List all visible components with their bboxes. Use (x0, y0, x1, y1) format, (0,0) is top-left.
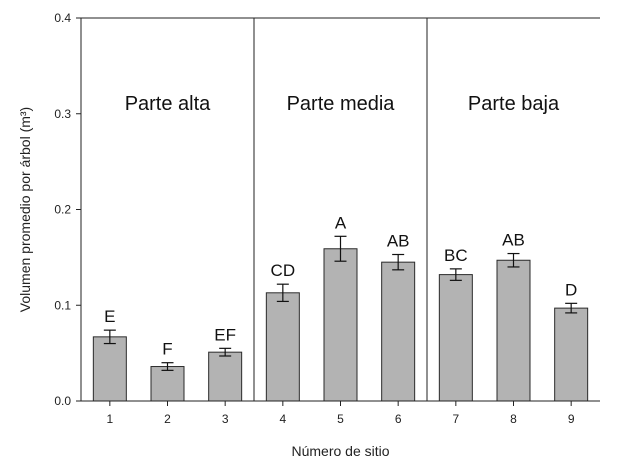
bar (554, 307, 589, 402)
x-tick-label: 9 (568, 412, 575, 426)
bar (92, 336, 127, 402)
x-tick-label: 4 (279, 412, 286, 426)
region-label: Parte alta (125, 93, 211, 115)
y-tick-label: 0.0 (54, 394, 71, 408)
significance-letter: D (565, 280, 577, 299)
x-tick-label: 6 (395, 412, 402, 426)
bar (208, 351, 243, 402)
x-tick-label: 1 (106, 412, 113, 426)
significance-letter: E (104, 307, 115, 326)
x-tick-label: 5 (337, 412, 344, 426)
y-tick-label: 0.2 (54, 203, 71, 217)
y-axis-title: Volumen promedio por árbol (m³) (17, 107, 33, 312)
bar (438, 274, 473, 402)
significance-letter: A (335, 213, 347, 232)
significance-letter: F (162, 340, 172, 359)
bar (323, 248, 358, 402)
significance-letter: AB (387, 232, 410, 251)
y-tick-label: 0.1 (54, 298, 71, 312)
x-tick-label: 2 (164, 412, 171, 426)
x-tick-label: 7 (452, 412, 459, 426)
bar (381, 261, 416, 402)
bars (92, 235, 589, 402)
significance-letter: BC (444, 246, 468, 265)
x-axis-title: Número de sitio (291, 443, 389, 459)
x-tick-label: 8 (510, 412, 517, 426)
bar (496, 259, 531, 402)
axes: 0.0 0.1 0.2 0.3 0.4 1 2 3 4 5 6 7 8 9 (54, 11, 600, 426)
significance-letter: CD (271, 261, 296, 280)
bar (150, 366, 185, 402)
region-separators (253, 18, 428, 401)
labels: Parte alta Parte media Parte bajaEFEFCDAAB… (104, 93, 577, 359)
y-tick-label: 0.3 (54, 107, 71, 121)
significance-letter: AB (502, 231, 525, 250)
region-label: Parte baja (468, 93, 560, 115)
y-tick-label: 0.4 (54, 11, 71, 25)
bar (265, 292, 300, 402)
region-label: Parte media (287, 93, 396, 115)
x-tick-label: 3 (222, 412, 229, 426)
significance-letter: EF (214, 325, 236, 344)
